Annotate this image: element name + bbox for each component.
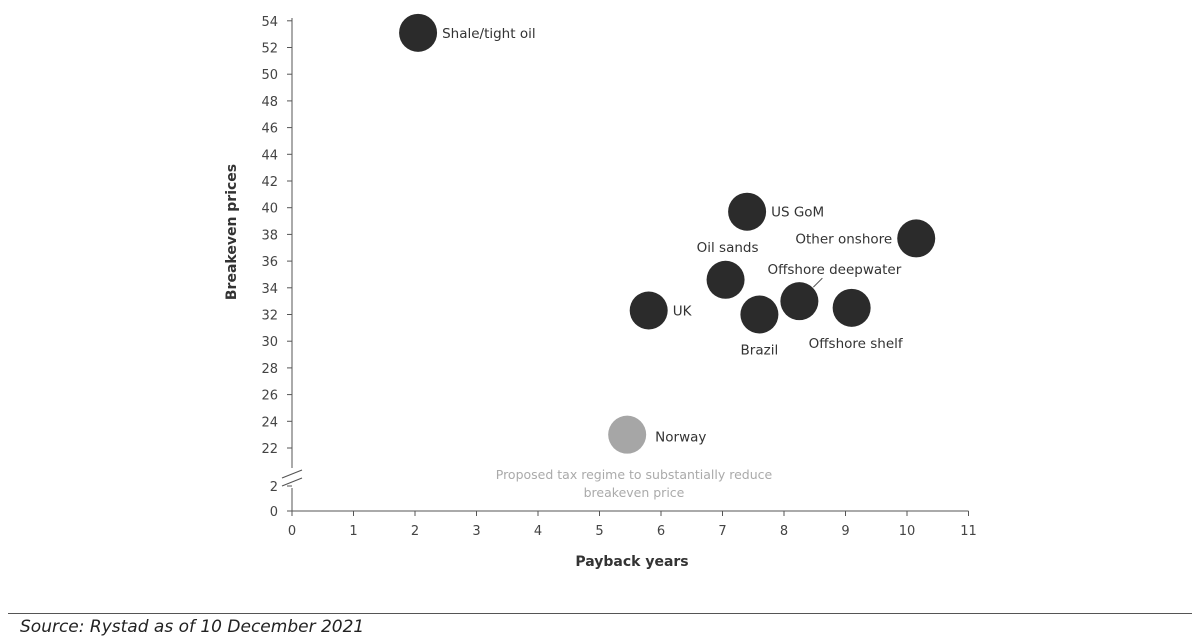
x-tick-label: 3 [472,524,480,539]
point-label: US GoM [771,205,824,221]
point-label: UK [673,303,693,319]
x-axis-title: Payback years [575,554,688,570]
y-tick-label: 42 [261,175,278,190]
data-point [706,260,745,299]
x-tick-label: 4 [534,524,542,539]
y-tick-label: 26 [261,389,278,404]
y-tick-label: 52 [261,42,278,57]
point-label: Norway [655,430,706,446]
source-note: Source: Rystad as of 10 December 2021 [20,617,365,637]
y-tick-label: 48 [261,95,278,110]
y-tick-label: 0 [270,505,278,520]
data-point [608,415,647,454]
x-tick-label: 8 [780,524,788,539]
axis-break-mark [281,469,303,479]
annotation-line-2: breakeven price [584,485,685,500]
x-tick-label: 0 [288,524,296,539]
data-point [728,192,767,231]
y-tick-label: 2 [270,480,278,495]
y-tick-label: 54 [261,15,278,30]
data-point [832,288,871,327]
y-tick-label: 32 [261,309,278,324]
y-tick-label: 50 [261,68,278,83]
x-tick-label: 11 [960,524,977,539]
point-label: Offshore shelf [809,336,904,352]
x-tick-label: 9 [841,524,849,539]
y-tick-label: 22 [261,442,278,457]
y-tick-label: 38 [261,228,278,243]
data-point [629,291,668,330]
point-labels: Shale/tight oil US GoM Other onshore Oil sa… [442,26,904,446]
y-axis-title: Breakeven prices [224,164,240,300]
x-tick-label: 1 [349,524,357,539]
x-tick-label: 5 [595,524,603,539]
y-tick-label: 30 [261,335,278,350]
y-tick-label: 40 [261,202,278,217]
footer-divider [8,613,1192,614]
x-tick-label: 2 [411,524,419,539]
annotation-line-1: Proposed tax regime to substantially red… [496,467,773,482]
data-point [897,219,936,258]
axes [281,18,969,516]
data-point [780,282,819,321]
axis-break-mark [281,477,303,487]
x-tick-label: 7 [718,524,726,539]
data-point [740,295,779,334]
data-points [399,13,936,454]
leader-line [813,277,823,288]
point-label: Shale/tight oil [442,26,536,42]
y-tick-label: 46 [261,122,278,137]
tick-labels: 0 1 2 3 4 5 6 7 8 9 10 1122242628303234363840424446… [261,15,976,539]
y-tick-label: 44 [261,148,278,163]
y-tick-label: 34 [261,282,278,297]
y-tick-label: 28 [261,362,278,377]
point-label: Other onshore [795,231,892,247]
point-label: Offshore deepwater [767,262,901,278]
point-label: Oil sands [697,240,759,256]
point-label: Brazil [741,343,779,359]
y-tick-label: 36 [261,255,278,270]
x-tick-label: 6 [657,524,665,539]
scatter-chart: 0 1 2 3 4 5 6 7 8 9 10 1122242628303234363840424446… [224,13,977,570]
x-tick-label: 10 [899,524,916,539]
data-point [399,13,438,52]
y-tick-label: 24 [261,415,278,430]
